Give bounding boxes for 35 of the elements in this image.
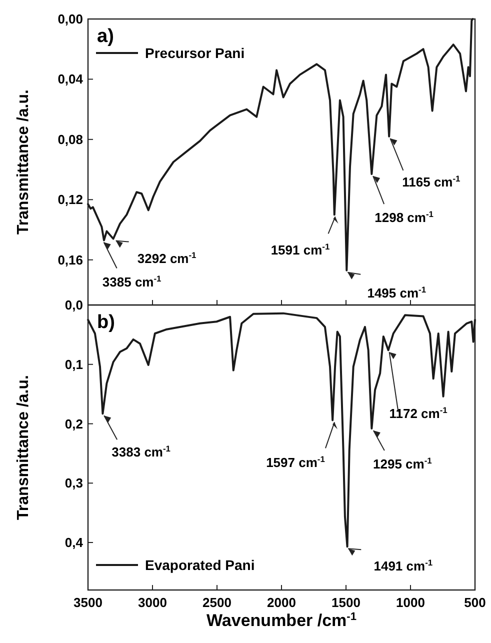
y-tick-label: 0,12 [58, 192, 83, 208]
x-tick-label: 3000 [138, 595, 167, 610]
annotation: 1295 cm$^{-1}$ [373, 456, 432, 472]
y-tick-label: 0,1 [64, 356, 83, 372]
chart-title: b) [97, 312, 115, 333]
chart-title: a) [97, 26, 114, 47]
y-tick-label: 0,3 [64, 476, 83, 491]
y-axis-title: Transmittance /a.u. [15, 375, 32, 520]
y-tick-label: 0,04 [58, 72, 84, 87]
annotation: 1491 cm$^{-1}$ [374, 558, 433, 574]
annotation: 3385 cm$^{-1}$ [102, 273, 162, 290]
y-tick-label: 0,2 [64, 416, 83, 432]
annotation: 1495 cm$^{-1}$ [367, 284, 426, 300]
annotation: 1165 cm$^{-1}$ [402, 173, 461, 190]
annotation: 3383 cm$^{-1}$ [112, 444, 171, 460]
y-tick-label: 0,00 [58, 12, 83, 26]
x-tick-label: 2000 [267, 595, 296, 610]
annotation: 3292 cm$^{-1}$ [137, 250, 197, 266]
y-tick-label: 0,4 [64, 535, 84, 550]
x-tick-label: 1500 [332, 595, 360, 610]
annotation: 1591 cm$^{-1}$ [270, 242, 330, 258]
x-tick-label: 3500 [74, 595, 102, 610]
x-tick-label: 1000 [396, 595, 425, 610]
annotation: 1172 cm$^{-1}$ [389, 405, 448, 422]
x-tick-label: 500 [464, 595, 486, 610]
y-tick-label: 0,08 [58, 132, 83, 147]
x-axis-title: Wavenumber /cm$^{-1}$ [206, 611, 356, 630]
annotation: 1298 cm$^{-1}$ [374, 209, 434, 226]
y-tick-label: 0,0 [64, 298, 83, 312]
annotation: 1597 cm$^{-1}$ [266, 454, 326, 470]
y-tick-label: 0,16 [58, 252, 83, 268]
legend-label: Precursor Pani [145, 45, 245, 61]
y-axis-title: Transmittance /a.u. [15, 90, 32, 234]
legend-label: Evaporated Pani [145, 557, 255, 573]
x-tick-label: 2500 [202, 595, 232, 610]
